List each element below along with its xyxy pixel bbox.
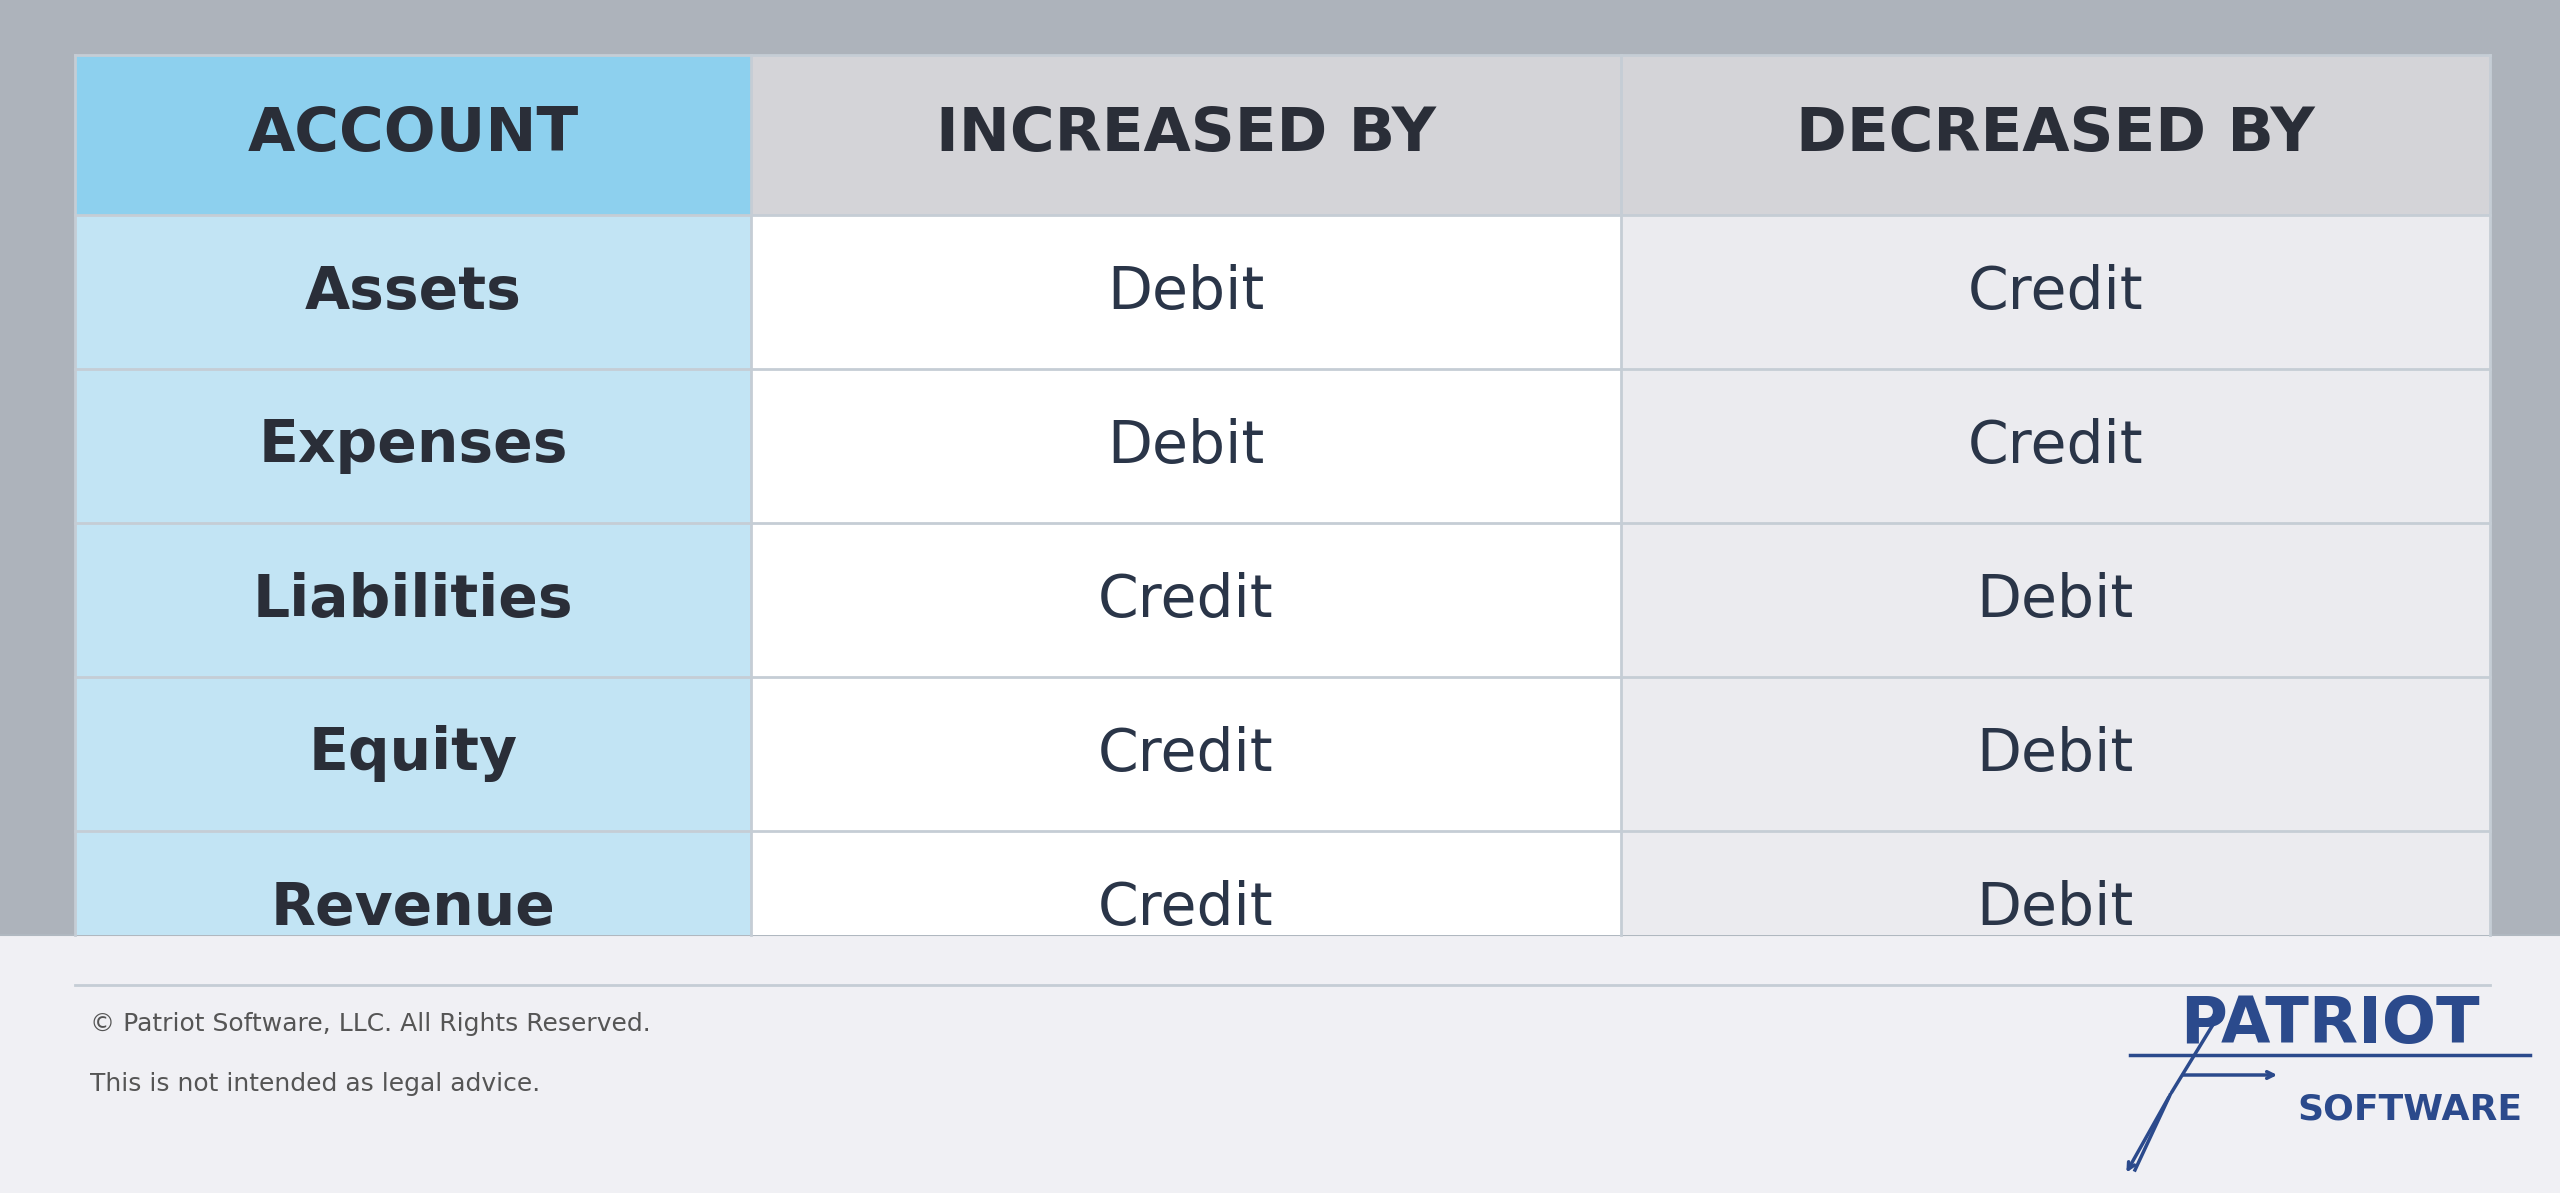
Text: Debit: Debit (1108, 418, 1265, 475)
Bar (1620, 55, 2491, 935)
Text: INCREASED BY: INCREASED BY (937, 105, 1436, 165)
Bar (0, 935, 2560, 1193)
Text: DECREASED BY: DECREASED BY (1797, 105, 2314, 165)
Text: Credit: Credit (1969, 264, 2143, 321)
Text: Debit: Debit (1976, 725, 2135, 783)
Text: SOFTWARE: SOFTWARE (2296, 1093, 2522, 1127)
Text: Credit: Credit (1098, 571, 1275, 629)
Text: Liabilities: Liabilities (253, 571, 573, 629)
Text: PATRIOT: PATRIOT (2181, 994, 2481, 1056)
Text: Expenses: Expenses (259, 418, 568, 475)
Text: Assets: Assets (305, 264, 522, 321)
Text: Equity: Equity (310, 725, 517, 783)
Text: Debit: Debit (1976, 571, 2135, 629)
Bar (74, 55, 750, 215)
Text: Credit: Credit (1098, 725, 1275, 783)
Text: © Patriot Software, LLC. All Rights Reserved.: © Patriot Software, LLC. All Rights Rese… (90, 1012, 650, 1036)
Text: Credit: Credit (1969, 418, 2143, 475)
Bar (750, 55, 1620, 215)
Text: Revenue: Revenue (271, 879, 556, 937)
Text: ACCOUNT: ACCOUNT (248, 105, 579, 165)
Text: This is not intended as legal advice.: This is not intended as legal advice. (90, 1073, 540, 1096)
Bar (750, 55, 1620, 935)
Bar (74, 55, 750, 935)
Bar (1620, 55, 2491, 215)
Text: Debit: Debit (1976, 879, 2135, 937)
Text: Credit: Credit (1098, 879, 1275, 937)
Text: Debit: Debit (1108, 264, 1265, 321)
